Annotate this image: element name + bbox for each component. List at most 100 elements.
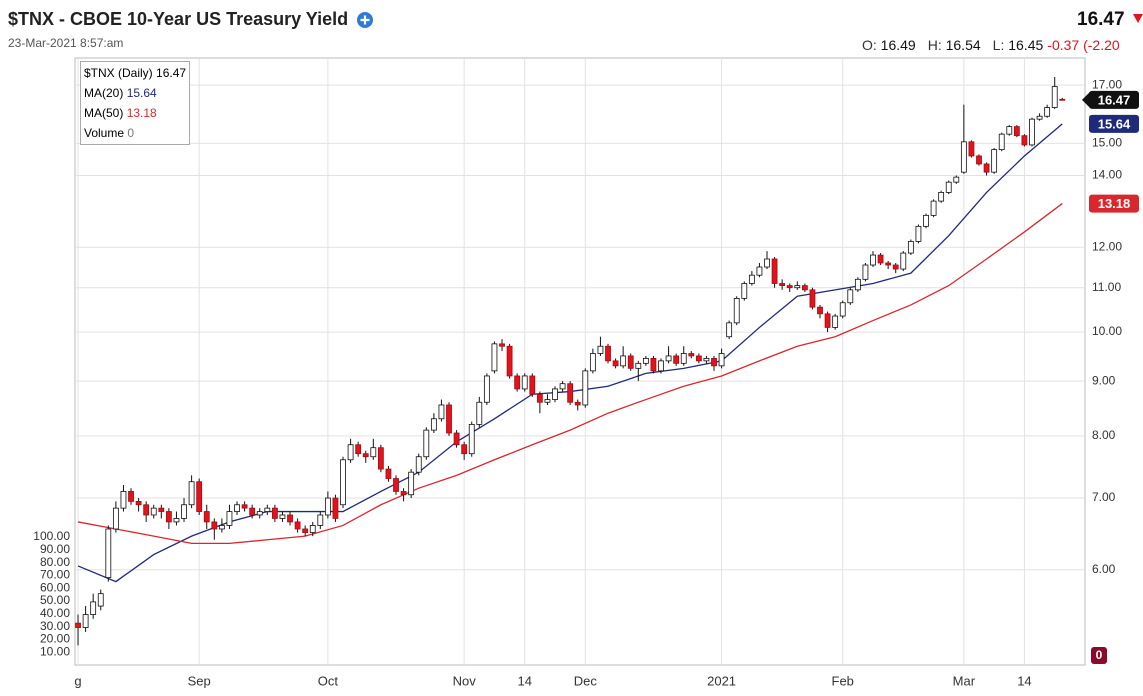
label: L:: [992, 37, 1005, 53]
x-tick-label: Dec: [574, 673, 598, 688]
candle-body: [226, 511, 233, 526]
candle-body: [181, 504, 187, 519]
x-tick-label: 14: [1017, 673, 1031, 688]
badge-pointer: [1082, 91, 1090, 108]
candle-body: [241, 504, 248, 509]
y-tick-label: 9.00: [1092, 373, 1116, 387]
add-icon[interactable]: [356, 11, 374, 29]
candle-body: [839, 302, 846, 317]
candle-body: [574, 401, 581, 406]
candle-body: [446, 404, 452, 434]
x-tick-label: Nov: [453, 673, 477, 688]
candle-body: [552, 388, 558, 400]
candle-body: [82, 614, 89, 628]
y-tick-label: 8.00: [1092, 428, 1116, 442]
ma-line: [77, 123, 1063, 583]
candle-body: [499, 343, 505, 347]
candle-body: [786, 285, 793, 289]
candle-body: [976, 155, 982, 165]
candle-body: [733, 298, 740, 324]
candle-body: [658, 360, 664, 372]
candle-body: [824, 313, 831, 328]
candle-body: [1029, 118, 1035, 146]
label: O:: [862, 37, 877, 53]
candle-body: [97, 593, 104, 607]
candle-body: [703, 357, 710, 362]
candle-body: [309, 525, 316, 533]
candle-body: [302, 528, 309, 533]
candle-body: [1044, 107, 1051, 117]
candle-body: [150, 507, 157, 516]
candle-body: [347, 444, 354, 461]
candle-body: [483, 375, 490, 403]
legend-value: 16.47: [156, 66, 187, 80]
legend: $TNX (Daily) 16.47 MA(20) 15.64 MA(50) 1…: [80, 61, 191, 145]
candle-body: [75, 622, 81, 628]
candle-body: [355, 444, 362, 455]
candle-body: [529, 375, 536, 395]
candle-body: [854, 278, 861, 291]
x-tick-label: Sep: [188, 673, 211, 688]
legend-label: $TNX (Daily): [84, 66, 153, 80]
volume-tick-label: 70.00: [40, 568, 70, 582]
candle-body: [892, 264, 899, 270]
candle-body: [203, 511, 210, 523]
header-title: $TNX - CBOE 10-Year US Treasury Yield: [8, 9, 374, 30]
candle-body: [120, 491, 127, 509]
legend-value: 13.18: [126, 106, 157, 120]
candle-body: [317, 514, 324, 526]
legend-value: 15.64: [126, 86, 157, 100]
candle-body: [832, 315, 839, 328]
badge: [1089, 90, 1139, 109]
candle-body: [1006, 126, 1013, 135]
candle-body: [612, 360, 619, 367]
candle-body: [930, 200, 937, 216]
candle-body: [915, 225, 922, 242]
candle-body: [960, 141, 967, 173]
legend-value: 0: [127, 126, 135, 140]
candle-body: [688, 353, 695, 357]
candle-body: [938, 192, 945, 202]
candle-body: [794, 285, 801, 289]
volume-tick-label: 50.00: [40, 593, 70, 607]
candle-body: [741, 283, 748, 299]
candle-body: [211, 521, 218, 530]
candle-body: [340, 459, 346, 506]
badge: [1089, 114, 1139, 133]
candle-body: [620, 355, 627, 367]
candle-body: [945, 181, 952, 193]
candle-body: [476, 401, 483, 425]
x-tick-label: Mar: [953, 673, 976, 688]
change: -0.37: [1047, 37, 1080, 53]
legend-label: MA(20): [84, 86, 124, 100]
candle-body: [748, 274, 755, 284]
x-tick-label: Oct: [318, 673, 339, 688]
candle-body: [544, 399, 551, 403]
candle-body: [112, 507, 119, 530]
candle-body: [468, 424, 475, 455]
candle-body: [521, 375, 528, 390]
candle-body: [415, 456, 422, 473]
candle-body: [627, 355, 634, 369]
candle-body: [143, 504, 150, 516]
candle-body: [567, 383, 574, 403]
candle-body: [165, 511, 172, 523]
candle-body: [279, 514, 286, 519]
candle-body: [158, 507, 165, 512]
candle-body: [271, 507, 278, 519]
candle-body: [196, 481, 203, 512]
candle-body: [461, 444, 468, 455]
candle-body: [377, 447, 384, 470]
candle-body: [968, 141, 975, 157]
volume-tick-label: 80.00: [40, 555, 70, 569]
plot-frame: [74, 57, 1086, 666]
candle-body: [393, 478, 399, 492]
down-arrow: [1133, 14, 1143, 23]
y-tick-label: 6.00: [1092, 562, 1116, 576]
candle-body: [983, 163, 990, 173]
volume-tick-label: 60.00: [40, 580, 70, 594]
candle-body: [249, 507, 256, 516]
candle-body: [597, 345, 604, 354]
